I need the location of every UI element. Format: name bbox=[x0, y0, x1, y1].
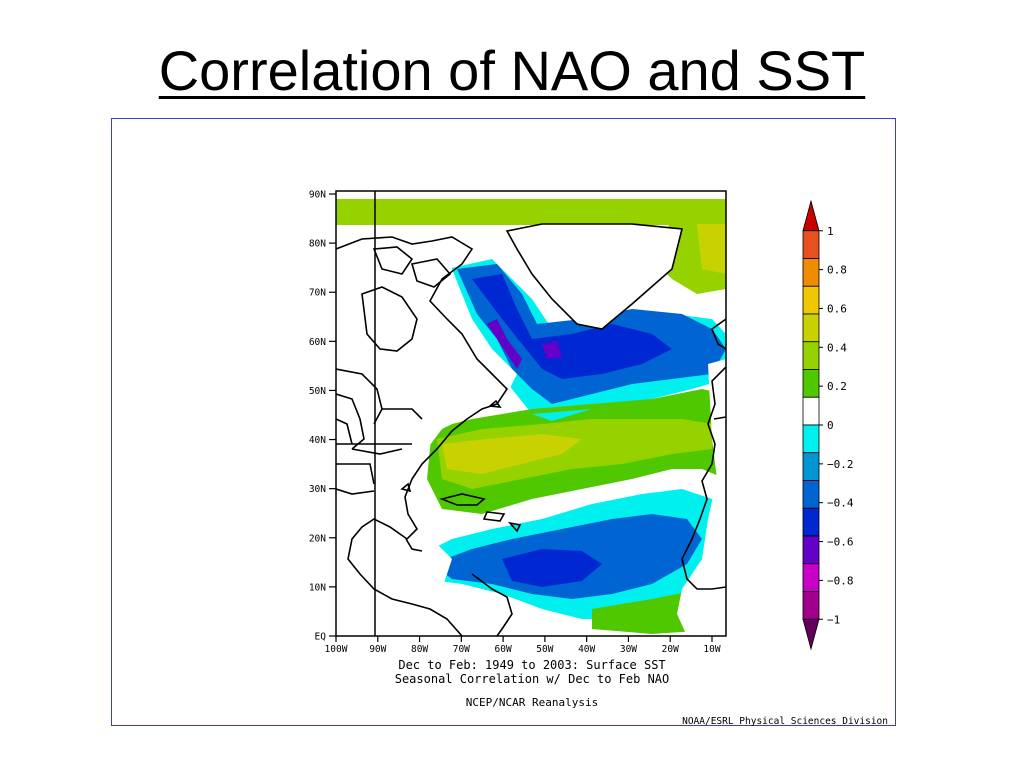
colorbar-label: −0.2 bbox=[827, 458, 854, 471]
colorbar-segment bbox=[802, 452, 820, 481]
lat-tick-label: 60N bbox=[309, 337, 326, 348]
field-greenland-sea-yellow bbox=[697, 224, 726, 274]
longitude-ticks: 100W 90W 80W 70W 60W 50W 40W 30W 20W 10W bbox=[325, 636, 721, 655]
lat-tick-label: 80N bbox=[309, 239, 326, 250]
colorbar bbox=[802, 199, 820, 651]
colorbar-segment bbox=[802, 507, 820, 537]
colorbar-label: 1 bbox=[827, 225, 834, 238]
lat-tick-label: EQ bbox=[315, 632, 327, 643]
colorbar-label: 0 bbox=[827, 419, 834, 432]
field-subtropical-dark-blue bbox=[502, 549, 602, 587]
lon-tick-label: 30W bbox=[620, 644, 637, 655]
lat-tick-label: 70N bbox=[309, 288, 326, 299]
lat-tick-label: 30N bbox=[309, 484, 326, 495]
field-midlat-yellow bbox=[442, 434, 582, 474]
field-labrador-purple bbox=[487, 319, 522, 369]
field-irminger-purple bbox=[542, 341, 562, 359]
colorbar-segment bbox=[802, 199, 820, 232]
land-africa-europe bbox=[677, 359, 726, 636]
colorbar-label: −1 bbox=[827, 613, 840, 626]
correlation-map-figure: 90N 80N 70N 60N 50N 40N 30N 20N 10N EQ 100W 90W 80W… bbox=[309, 190, 888, 728]
coastlines bbox=[336, 223, 726, 636]
colorbar-label: −0.6 bbox=[827, 536, 854, 549]
source-credit: NOAA/ESRL Physical Sciences Division bbox=[682, 716, 888, 727]
colorbar-label: −0.8 bbox=[827, 574, 854, 587]
slide-title: Correlation of NAO and SST bbox=[158, 39, 866, 102]
lon-tick-label: 70W bbox=[453, 644, 470, 655]
colorbar-segment bbox=[802, 313, 820, 343]
lon-tick-label: 50W bbox=[536, 644, 553, 655]
colorbar-segment bbox=[802, 480, 820, 509]
colorbar-segment bbox=[802, 618, 820, 651]
field-subpolar-dark-blue bbox=[472, 274, 672, 379]
lon-tick-label: 40W bbox=[578, 644, 595, 655]
colorbar-segment bbox=[802, 535, 820, 565]
lat-tick-label: 40N bbox=[309, 435, 326, 446]
figure-frame: 90N 80N 70N 60N 50N 40N 30N 20N 10N EQ 100W 90W 80W… bbox=[111, 118, 896, 728]
land-greenland bbox=[507, 224, 682, 329]
colorbar-segment bbox=[802, 563, 820, 592]
map-caption-line3: NCEP/NCAR Reanalysis bbox=[466, 696, 598, 709]
lat-tick-label: 20N bbox=[309, 533, 326, 544]
lon-tick-label: 60W bbox=[495, 644, 512, 655]
latitude-ticks: 90N 80N 70N 60N 50N 40N 30N 20N 10N EQ bbox=[309, 190, 336, 643]
lat-tick-label: 10N bbox=[309, 582, 326, 593]
colorbar-segment bbox=[802, 230, 820, 259]
lat-tick-label: 90N bbox=[309, 190, 326, 201]
colorbar-label: 0.4 bbox=[827, 341, 847, 354]
colorbar-label: 0.8 bbox=[827, 264, 847, 277]
field-midlat-cyan-strip bbox=[532, 409, 592, 421]
colorbar-segment bbox=[802, 396, 820, 426]
map-caption-line2: Seasonal Correlation w/ Dec to Feb NAO bbox=[395, 672, 670, 686]
field-arctic-band bbox=[336, 199, 726, 225]
colorbar-segment bbox=[802, 591, 820, 620]
colorbar-segment bbox=[802, 424, 820, 454]
lon-tick-label: 10W bbox=[703, 644, 720, 655]
colorbar-segment bbox=[802, 285, 820, 315]
colorbar-segment bbox=[802, 341, 820, 370]
map-caption-line1: Dec to Feb: 1949 to 2003: Surface SST bbox=[398, 658, 665, 672]
map-border bbox=[335, 190, 727, 637]
colorbar-labels: 1 0.8 0.6 0.4 0.2 0 −0.2 −0.4 −0.6 −0.8 −1 bbox=[819, 225, 854, 626]
colorbar-label: 0.6 bbox=[827, 302, 847, 315]
lon-tick-label: 90W bbox=[369, 644, 386, 655]
colorbar-label: −0.4 bbox=[827, 497, 854, 510]
lon-tick-label: 100W bbox=[325, 644, 348, 655]
field-midlat-yellow-green bbox=[437, 419, 712, 489]
lon-tick-label: 20W bbox=[662, 644, 679, 655]
land-north-america bbox=[336, 231, 517, 636]
colorbar-segment bbox=[802, 258, 820, 287]
colorbar-segment bbox=[802, 369, 820, 398]
lon-tick-label: 80W bbox=[411, 644, 428, 655]
lat-tick-label: 50N bbox=[309, 386, 326, 397]
map-panel bbox=[336, 191, 726, 636]
colorbar-label: 0.2 bbox=[827, 380, 847, 393]
